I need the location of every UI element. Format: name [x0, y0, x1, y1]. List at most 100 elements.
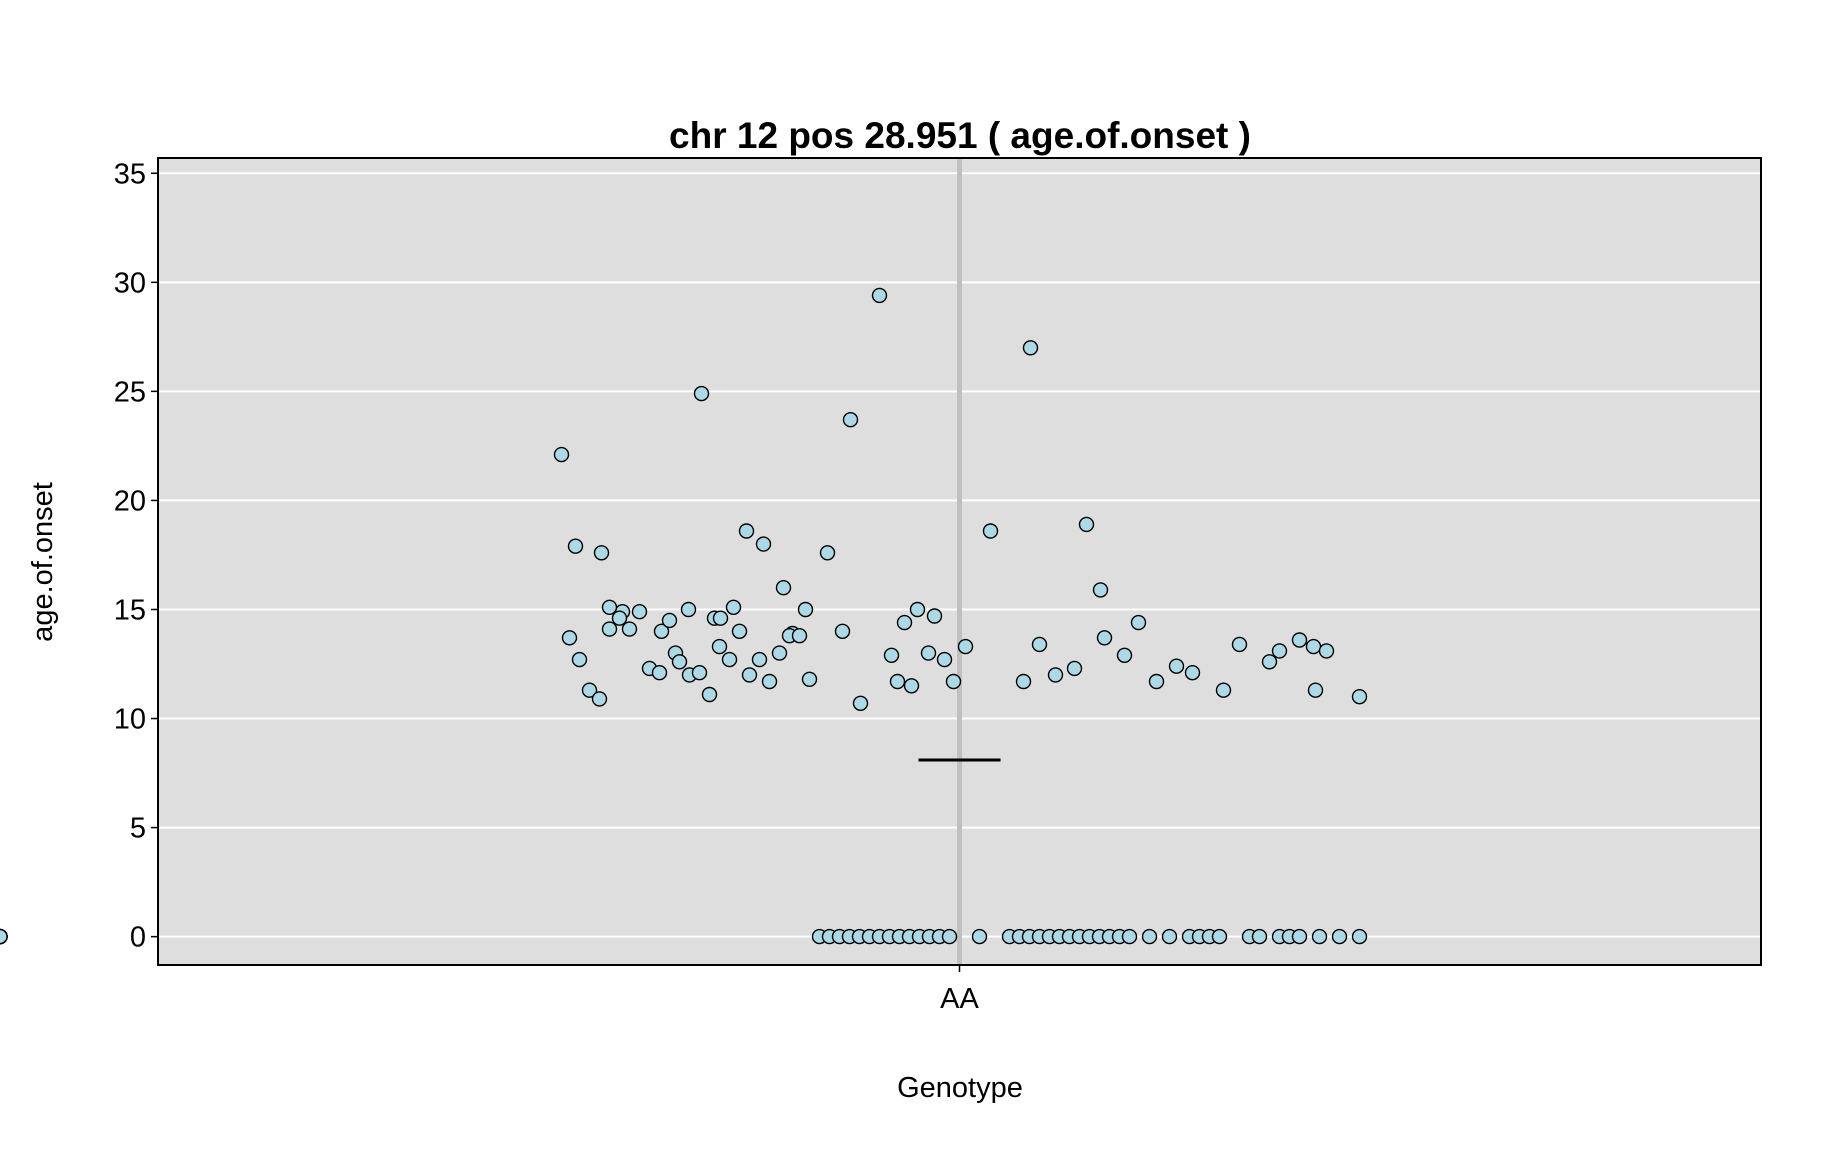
data-point — [755, 536, 772, 552]
data-point — [631, 604, 648, 620]
data-point — [1305, 638, 1322, 655]
data-point — [1121, 928, 1138, 945]
data-point — [1318, 643, 1335, 659]
data-point — [711, 638, 728, 655]
data-point — [593, 545, 610, 561]
data-point — [1184, 665, 1201, 681]
data-point — [842, 412, 859, 428]
data-point — [653, 623, 670, 639]
y-tick-label-10: 10 — [114, 704, 146, 736]
data-point — [0, 928, 8, 945]
data-point — [701, 686, 718, 703]
data-point — [1211, 928, 1228, 945]
data-point — [751, 651, 768, 668]
data-point — [903, 678, 920, 694]
y-tick-label-25: 25 — [114, 376, 146, 408]
data-point — [971, 928, 988, 945]
data-point — [945, 673, 962, 690]
data-point — [1351, 689, 1368, 705]
data-point — [957, 638, 974, 655]
data-point — [852, 695, 869, 711]
data-point — [621, 621, 638, 637]
data-point — [567, 538, 584, 554]
y-tick-label-15: 15 — [114, 594, 146, 626]
data-point — [819, 545, 836, 561]
data-points — [0, 287, 1368, 945]
data-point — [691, 665, 708, 681]
y-axis: 0 5 10 15 20 25 30 35 — [114, 158, 158, 954]
data-point — [725, 599, 742, 615]
data-point — [775, 580, 792, 596]
data-point — [741, 667, 758, 683]
data-point — [1141, 928, 1158, 945]
data-point — [553, 446, 570, 463]
data-point — [1116, 647, 1133, 663]
data-point — [693, 385, 710, 402]
data-point — [601, 599, 618, 615]
data-point — [797, 601, 814, 618]
data-point — [1271, 643, 1288, 659]
data-point — [1148, 673, 1165, 690]
data-point — [1331, 928, 1348, 945]
data-point — [591, 691, 608, 707]
y-tick-label-5: 5 — [130, 813, 146, 845]
data-point — [1022, 340, 1039, 356]
data-point — [889, 673, 906, 690]
data-point — [1351, 928, 1368, 945]
data-point — [941, 928, 958, 945]
data-point — [1047, 667, 1064, 683]
y-tick-label-20: 20 — [114, 485, 146, 517]
x-axis: AA — [940, 965, 979, 1015]
data-point — [738, 523, 755, 539]
data-point — [920, 645, 937, 661]
y-axis-label: age.of.onset — [27, 482, 59, 642]
y-tick-label-0: 0 — [130, 922, 146, 954]
data-point — [871, 287, 888, 304]
y-tick-label-30: 30 — [114, 267, 146, 299]
data-point — [731, 623, 748, 639]
data-point — [909, 601, 926, 618]
data-point — [1251, 928, 1268, 945]
data-point — [896, 614, 913, 631]
data-point — [1066, 660, 1083, 677]
data-point — [936, 651, 953, 668]
data-point — [561, 630, 578, 646]
data-point — [601, 621, 618, 637]
data-point — [1291, 632, 1308, 648]
data-point — [834, 623, 851, 639]
data-point — [1015, 673, 1032, 690]
data-point — [1215, 682, 1232, 698]
x-tick-label-aa: AA — [940, 983, 979, 1015]
data-point — [1168, 658, 1185, 674]
data-point — [1231, 636, 1248, 653]
data-point — [1291, 928, 1308, 945]
data-point — [771, 645, 788, 661]
data-point — [1096, 630, 1113, 646]
x-axis-label: Genotype — [897, 1072, 1023, 1104]
data-point — [651, 665, 668, 681]
data-point — [661, 612, 678, 629]
data-point — [1078, 516, 1095, 533]
data-point — [883, 647, 900, 663]
data-point — [1311, 928, 1328, 945]
chart-title: chr 12 pos 28.951 ( age.of.onset ) — [669, 115, 1251, 156]
data-point — [680, 601, 697, 618]
data-point — [761, 673, 778, 690]
data-point — [801, 671, 818, 687]
y-tick-label-35: 35 — [114, 158, 146, 190]
data-point — [791, 628, 808, 644]
data-point — [1092, 582, 1109, 598]
data-point — [611, 610, 628, 626]
data-point — [926, 608, 943, 624]
data-point — [721, 651, 738, 668]
data-point — [712, 610, 729, 626]
data-point — [671, 654, 688, 670]
data-point — [1261, 654, 1278, 670]
data-point — [1130, 614, 1147, 631]
data-point — [581, 682, 598, 698]
data-point — [571, 651, 588, 668]
data-point — [1031, 636, 1048, 653]
data-point — [982, 523, 999, 539]
data-point — [1161, 928, 1178, 945]
